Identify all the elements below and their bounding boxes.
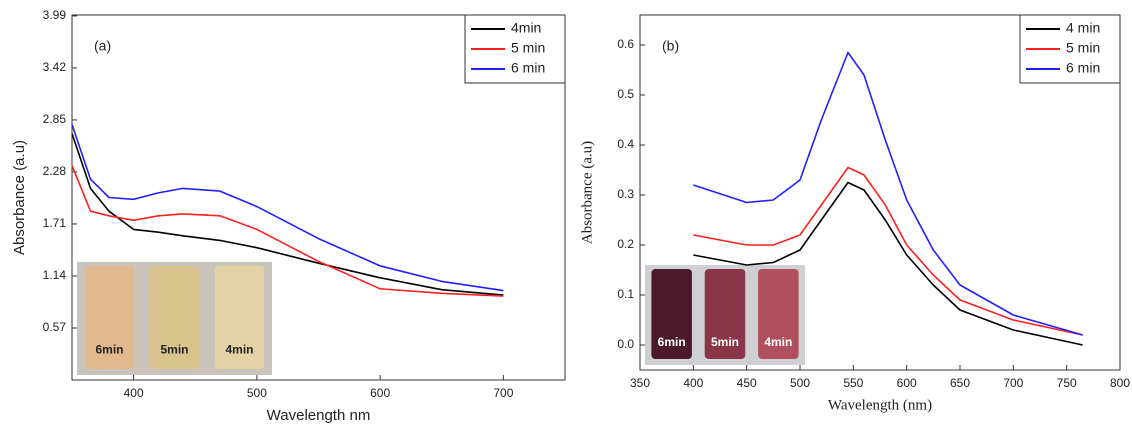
legend-label: 4 min [1066,20,1100,36]
x-tick-label: 600 [897,376,917,390]
x-tick-label: 350 [630,376,650,390]
series-line [71,165,504,297]
y-tick-label: 2.85 [43,112,67,126]
legend-label: 6 min [511,60,545,76]
y-tick-label: 3.42 [43,60,67,74]
inset-label: 6min [658,335,686,349]
x-tick-label: 600 [370,386,390,400]
x-tick-label: 550 [843,376,863,390]
series-line [693,166,1083,336]
tube [758,269,799,359]
y-tick-label: 0.1 [617,287,634,301]
inset-label: 5min [160,342,188,356]
tube [149,266,200,369]
legend-label: 6 min [1066,60,1100,76]
tube [214,266,265,369]
y-axis-title: Absorbance (a.u) [11,140,28,255]
inset-label: 4min [764,335,792,349]
x-tick-label: 800 [1110,376,1130,390]
y-tick-label: 0.4 [617,137,634,151]
x-tick-label: 500 [790,376,810,390]
inset-label: 5min [711,335,739,349]
y-tick-label: 1.14 [43,268,67,282]
y-tick-label: 0.5 [617,87,634,101]
panel-label: (b) [662,38,679,54]
x-tick-label: 650 [950,376,970,390]
inset-label: 6min [95,342,123,356]
series-line [71,133,504,296]
x-tick-label: 700 [493,386,513,400]
plot-frame [71,14,566,381]
x-tick-label: 450 [737,376,757,390]
legend-label: 4min [511,20,541,36]
y-tick-label: 0.2 [617,237,634,251]
tube [651,269,692,359]
legend-label: 5 min [511,40,545,56]
x-tick-label: 700 [1003,376,1023,390]
y-tick-label: 2.28 [43,164,67,178]
x-tick-label: 400 [124,386,144,400]
y-tick-label: 1.71 [43,216,67,230]
panel-label: (a) [94,38,111,54]
x-axis-title: Wavelength nm [267,407,371,424]
tube [704,269,746,359]
x-tick-label: 750 [1057,376,1077,390]
inset-label: 4min [225,342,253,356]
y-tick-label: 3.99 [43,8,67,22]
y-tick-label: 0.3 [617,187,634,201]
x-axis-title: Wavelength (nm) [828,397,932,413]
y-tick-label: 0.0 [617,337,634,351]
y-tick-label: 0.57 [43,320,67,334]
x-tick-label: 500 [247,386,267,400]
tube [84,266,135,369]
series-line [693,51,1083,336]
y-axis-title: Absorbance (a.u) [579,141,595,244]
y-tick-label: 0.6 [617,37,634,51]
plot-frame [639,14,1121,371]
legend-label: 5 min [1066,40,1100,56]
series-line [71,124,504,292]
series-line [693,181,1083,346]
x-tick-label: 400 [683,376,703,390]
